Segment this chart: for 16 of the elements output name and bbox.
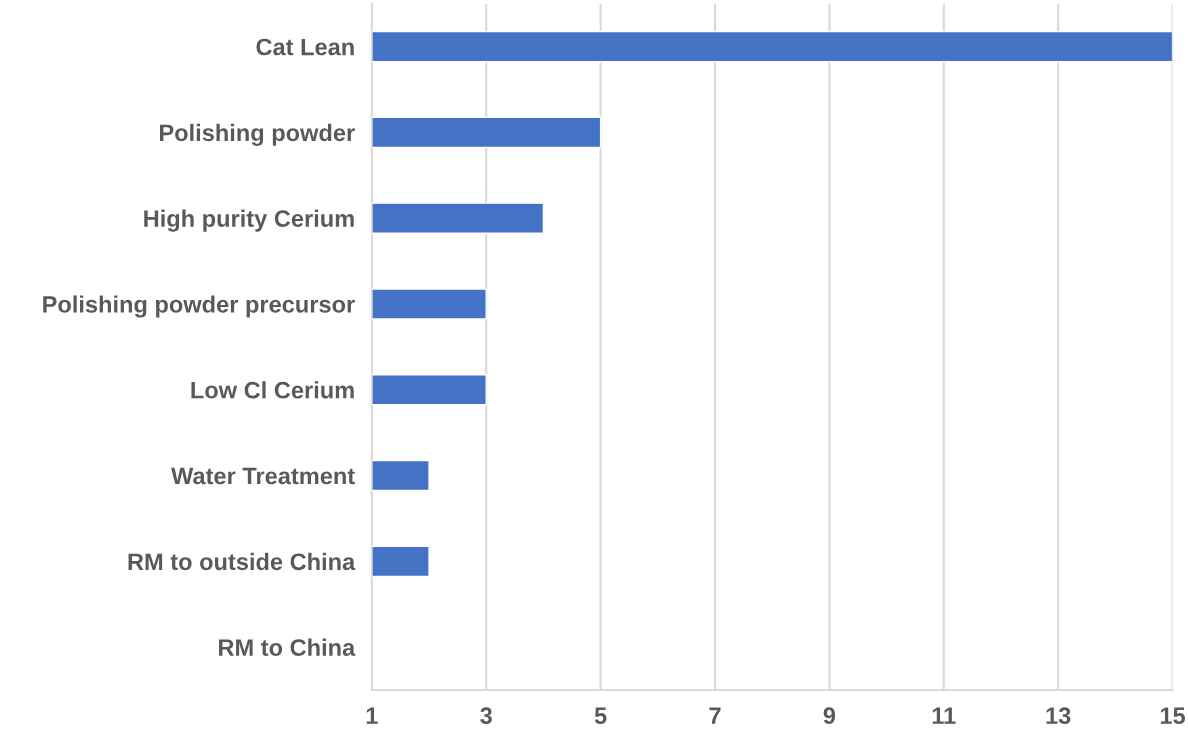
x-tick-label: 13: [1046, 707, 1071, 725]
y-tick-label: High purity Cerium: [144, 209, 354, 232]
y-tick-label: Low Cl Cerium: [191, 381, 354, 399]
x-tick-label: 3: [480, 707, 492, 725]
x-tick-label: 5: [594, 707, 607, 725]
y-tick-label: RM to outside China: [128, 552, 356, 571]
y-tick-label: Water Treatment: [171, 467, 355, 485]
y-tick-label: Cat Lean: [256, 38, 354, 56]
y-tick-label: Polishing powder: [160, 123, 355, 146]
y-tick-label: RM to China: [219, 638, 356, 656]
x-tick-label: 1: [366, 707, 378, 724]
x-tick-label: 11: [932, 707, 956, 724]
x-tick-label: 7: [709, 707, 721, 724]
y-tick-label: Polishing powder precursor: [43, 295, 355, 318]
x-tick-label: 15: [1160, 707, 1186, 725]
x-tick-label: 9: [823, 707, 836, 725]
